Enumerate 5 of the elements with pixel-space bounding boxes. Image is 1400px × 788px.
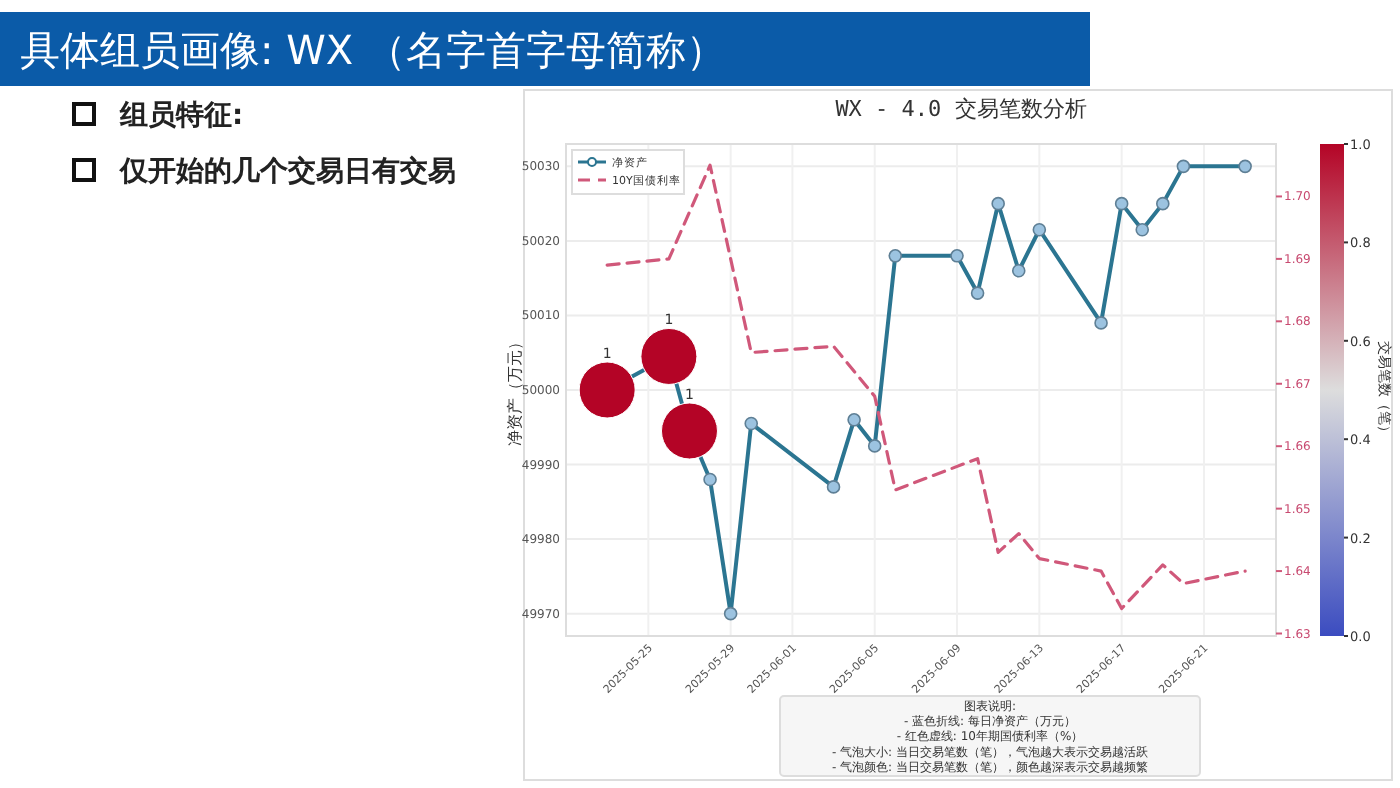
y-axis-title: 净资产（万元）: [506, 334, 524, 446]
text: 仅开始的几个交易日有交易: [118, 154, 456, 188]
text: 具体组员画像: WX （名字首字母简称）: [20, 26, 726, 74]
text: 组员特征:: [118, 100, 244, 132]
chart-title: WX - 4.0 交易笔数分析: [835, 96, 1087, 122]
